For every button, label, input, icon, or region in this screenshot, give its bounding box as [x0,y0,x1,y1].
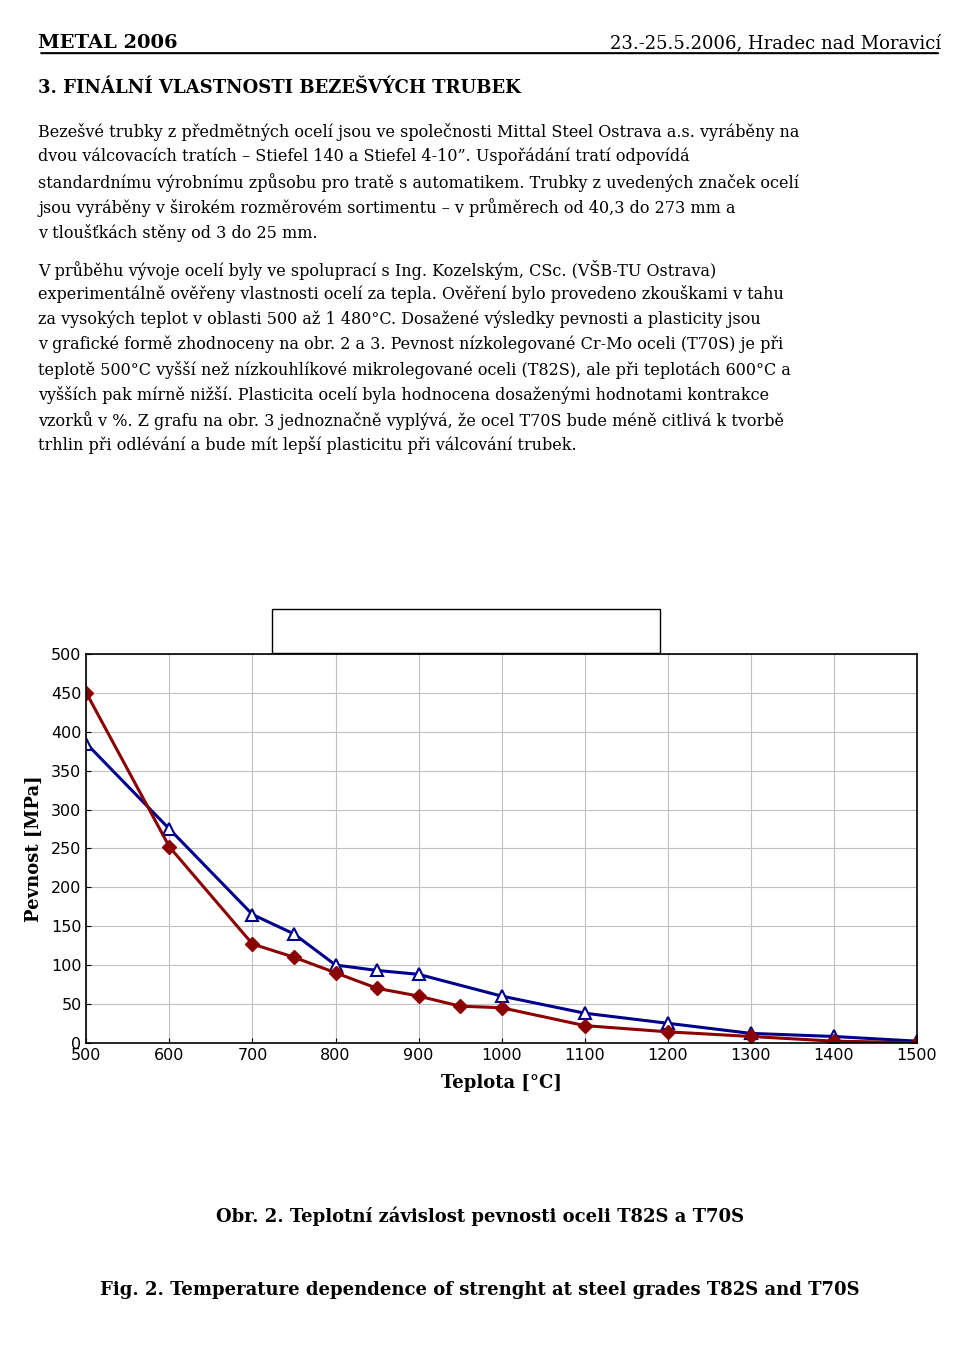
T82S [81,736,92,752]
X-axis label: Teplota [°C]: Teplota [°C] [442,1074,562,1092]
T70S [495,999,507,1015]
T82S [911,1033,923,1050]
T70S [247,936,258,953]
Text: V průběhu vývoje ocelí byly ve spoluprací s Ing. Kozelským, CSc. (VŠB-TU Ostrava: V průběhu vývoje ocelí byly ve spoluprac… [38,259,717,279]
T82S [662,1015,674,1032]
Line: T82S: T82S [81,737,923,1047]
Text: T82S: T82S [349,622,394,639]
Text: za vysokých teplot v oblasti 500 až 1 480°C. Dosažené výsledky pevnosti a plasti: za vysokých teplot v oblasti 500 až 1 48… [38,309,761,327]
T82S [163,821,175,837]
T70S [579,1017,590,1033]
T82S [745,1025,756,1041]
T82S [288,925,300,942]
T70S [413,988,424,1005]
Text: trhlin při odlévání a bude mít lepší plasticitu při válcování trubek.: trhlin při odlévání a bude mít lepší pla… [38,436,577,454]
Line: T70S: T70S [82,688,922,1048]
Text: T70S: T70S [513,622,557,639]
T70S [454,998,466,1014]
Text: vzorků v %. Z grafu na obr. 3 jednoznačně vyplývá, že ocel T70S bude méně citliv: vzorků v %. Z grafu na obr. 3 jednoznačn… [38,410,784,429]
Text: v tloušťkách stěny od 3 do 25 mm.: v tloušťkách stěny od 3 do 25 mm. [38,224,318,241]
Text: experimentálně ověřeny vlastnosti ocelí za tepla. Ověření bylo provedeno zkouška: experimentálně ověřeny vlastnosti ocelí … [38,285,784,303]
T70S [911,1035,923,1051]
T82S [330,957,342,973]
T70S [662,1024,674,1040]
T82S [247,906,258,923]
T70S [81,684,92,701]
T82S [828,1028,839,1044]
Text: v grafické formě zhodnoceny na obr. 2 a 3. Pevnost nízkolegované Cr-Mo oceli (T7: v grafické formě zhodnoceny na obr. 2 a … [38,335,783,353]
Text: Obr. 2. Teplotní závislost pevnosti oceli T82S a T70S: Obr. 2. Teplotní závislost pevnosti ocel… [216,1206,744,1225]
T82S [579,1005,590,1021]
T70S [372,980,383,996]
Text: vyšších pak mírně nižší. Plasticita ocelí byla hodnocena dosaženými hodnotami ko: vyšších pak mírně nižší. Plasticita ocel… [38,386,770,403]
T70S [745,1028,756,1044]
Text: dvou válcovacích tratích – Stiefel 140 a Stiefel 4-10”. Uspořádání tratí odpovíd: dvou válcovacích tratích – Stiefel 140 a… [38,147,690,165]
Text: Bezešvé trubky z předmětných ocelí jsou ve společnosti Mittal Steel Ostrava a.s.: Bezešvé trubky z předmětných ocelí jsou … [38,123,800,140]
Text: teplotě 500°C vyšší než nízkouhlíkové mikrolegované oceli (T82S), ale při teplot: teplotě 500°C vyšší než nízkouhlíkové mi… [38,360,791,379]
Text: standardnímu výrobnímu způsobu pro tratě s automatikem. Trubky z uvedených znače: standardnímu výrobnímu způsobu pro tratě… [38,173,800,192]
T70S [828,1033,839,1050]
Y-axis label: Pevnost [MPa]: Pevnost [MPa] [25,776,42,921]
Text: jsou vyráběny v širokém rozměrovém sortimentu – v průměrech od 40,3 do 273 mm a: jsou vyráběny v širokém rozměrovém sorti… [38,198,736,217]
Text: 23.-25.5.2006, Hradec nad Moravicí: 23.-25.5.2006, Hradec nad Moravicí [610,34,941,52]
T82S [495,988,507,1005]
T82S [372,962,383,979]
Text: 3. FINÁLNÍ VLASTNOSTI BEZEŠVÝCH TRUBEK: 3. FINÁLNÍ VLASTNOSTI BEZEŠVÝCH TRUBEK [38,79,521,97]
Text: METAL 2006: METAL 2006 [38,34,178,52]
T70S [330,965,342,981]
T70S [163,838,175,855]
T70S [288,949,300,965]
Text: Fig. 2. Temperature dependence of strenght at steel grades T82S and T70S: Fig. 2. Temperature dependence of streng… [100,1281,860,1299]
T82S [413,966,424,983]
